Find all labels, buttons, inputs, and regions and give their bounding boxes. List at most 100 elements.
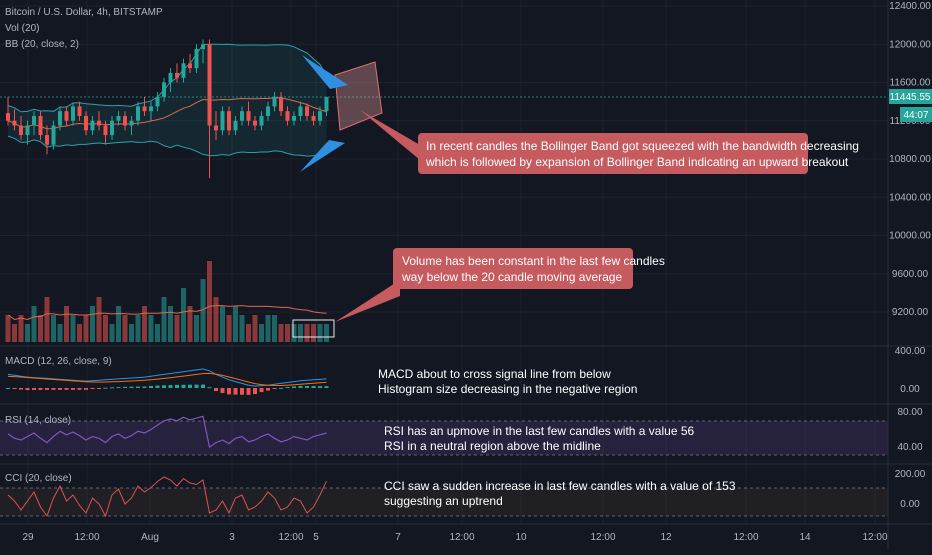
bb-squeeze-box[interactable]: [334, 61, 383, 131]
volume-bar: [226, 315, 232, 342]
volume-bar: [285, 324, 290, 342]
volume-bar: [265, 315, 271, 342]
volume-box[interactable]: [292, 319, 335, 338]
candle-body: [311, 115, 316, 121]
macd-histogram-bar: [168, 385, 173, 388]
macd-histogram-bar: [214, 388, 218, 392]
volume-bar: [324, 324, 329, 342]
candle-body: [201, 44, 205, 50]
note-cci-line1: CCI saw a sudden increase in last few ca…: [384, 479, 736, 493]
macd-histogram-bar: [77, 388, 82, 390]
candle-body: [45, 135, 49, 145]
arrow-up-icon: [300, 140, 345, 172]
gridlines: [0, 0, 888, 524]
macd-histogram-bar: [32, 388, 36, 391]
candle-body: [240, 111, 244, 121]
macd-tick-400: 400.00: [895, 346, 926, 357]
rsi-line: [7, 415, 327, 448]
candle-body: [292, 115, 296, 121]
time-axis[interactable]: 29 12:00 Aug 3 12:00 5 7 12:00 10 12:00 12 12:00 14 1…: [22, 532, 888, 543]
macd-histogram-bar: [123, 386, 127, 388]
time-tick: 12: [660, 532, 672, 543]
rsi-band: [0, 421, 888, 455]
candle-body: [71, 106, 75, 121]
bollinger-upper-line: [7, 43, 327, 113]
macd-legend: MACD (12, 26, close, 9): [5, 356, 112, 367]
price-axis[interactable]: 12400.0012000.0011600.0011200.0010800.00…: [889, 1, 931, 318]
volume-bar: [109, 324, 115, 342]
price-tick: 12400.00: [889, 1, 931, 12]
time-tick: 29: [22, 532, 34, 543]
price-tick: 9200.00: [892, 307, 929, 318]
volume-bar: [207, 261, 212, 342]
candle-body: [129, 120, 134, 126]
volume-bar: [51, 315, 56, 342]
macd-histogram-bar: [292, 386, 296, 388]
volume-bar: [161, 297, 167, 342]
candle-body: [285, 111, 290, 121]
candle-body: [318, 111, 322, 121]
cci-band: [0, 488, 888, 516]
volume-bar: [90, 306, 95, 342]
note-macd-line1: MACD about to cross signal line from bel…: [378, 367, 611, 381]
macd-histogram-bar: [207, 387, 212, 389]
volume-bar: [298, 324, 303, 342]
candle-body: [259, 115, 264, 126]
volume-bar: [187, 306, 193, 342]
candle-body: [266, 106, 270, 116]
volume-bar: [25, 324, 30, 342]
macd-histogram-bar: [181, 384, 186, 388]
note-macd-line2: Histogram size decreasing in the negativ…: [378, 382, 637, 396]
volume-bar: [181, 288, 186, 342]
candle-body: [116, 115, 121, 121]
candle-body: [253, 120, 257, 126]
candle-body: [110, 120, 114, 136]
volume-bar: [57, 324, 63, 342]
candle-body: [246, 111, 251, 121]
candle-body: [227, 111, 231, 131]
volume-bar: [272, 315, 277, 342]
volume-bar: [148, 315, 154, 342]
macd-histogram-bar: [51, 388, 56, 390]
volume-bar: [31, 306, 37, 342]
time-tick: 5: [313, 532, 319, 543]
macd-tick-0: 0.00: [900, 384, 920, 395]
candle-body: [305, 106, 309, 116]
time-tick: 12:00: [733, 532, 758, 543]
volume-bar: [103, 315, 108, 342]
candles: [6, 39, 329, 179]
candle-body: [77, 106, 82, 116]
volume-bar: [77, 324, 82, 342]
macd-histogram-bar: [240, 388, 244, 395]
volume-bar: [64, 306, 69, 342]
volume-bar: [122, 315, 128, 342]
macd-histogram-bar: [155, 385, 160, 388]
note-rsi-line1: RSI has an upmove in the last few candle…: [384, 424, 695, 438]
macd-histogram-bar: [58, 388, 62, 390]
volume-bar: [317, 324, 323, 342]
volume-bar: [278, 324, 284, 342]
price-tick: 10400.00: [889, 192, 931, 203]
volume-bar: [83, 315, 89, 342]
callout-bb[interactable]: [418, 133, 808, 174]
macd-histogram-bar: [279, 387, 283, 389]
candle-body: [136, 106, 140, 121]
last-price-badge: [889, 89, 932, 104]
time-tick: 12:00: [278, 532, 303, 543]
volume-bar: [70, 315, 76, 342]
bollinger-lower-line: [7, 135, 327, 157]
candle-body: [279, 96, 283, 112]
candle-body: [84, 115, 88, 131]
callout-volume[interactable]: [393, 248, 633, 289]
macd-histogram-bar: [253, 388, 257, 395]
note-rsi-line2: RSI in a neutral region above the midlin…: [384, 439, 601, 453]
macd-histogram-bar: [90, 388, 95, 389]
volume-bar: [174, 315, 180, 342]
candle-body: [51, 125, 56, 145]
time-tick: 14: [799, 532, 811, 543]
macd-histogram-bar: [285, 387, 290, 389]
macd-histogram-bar: [136, 386, 140, 388]
cci-tick-200: 200.00: [895, 469, 926, 480]
volume-bar: [5, 315, 11, 342]
